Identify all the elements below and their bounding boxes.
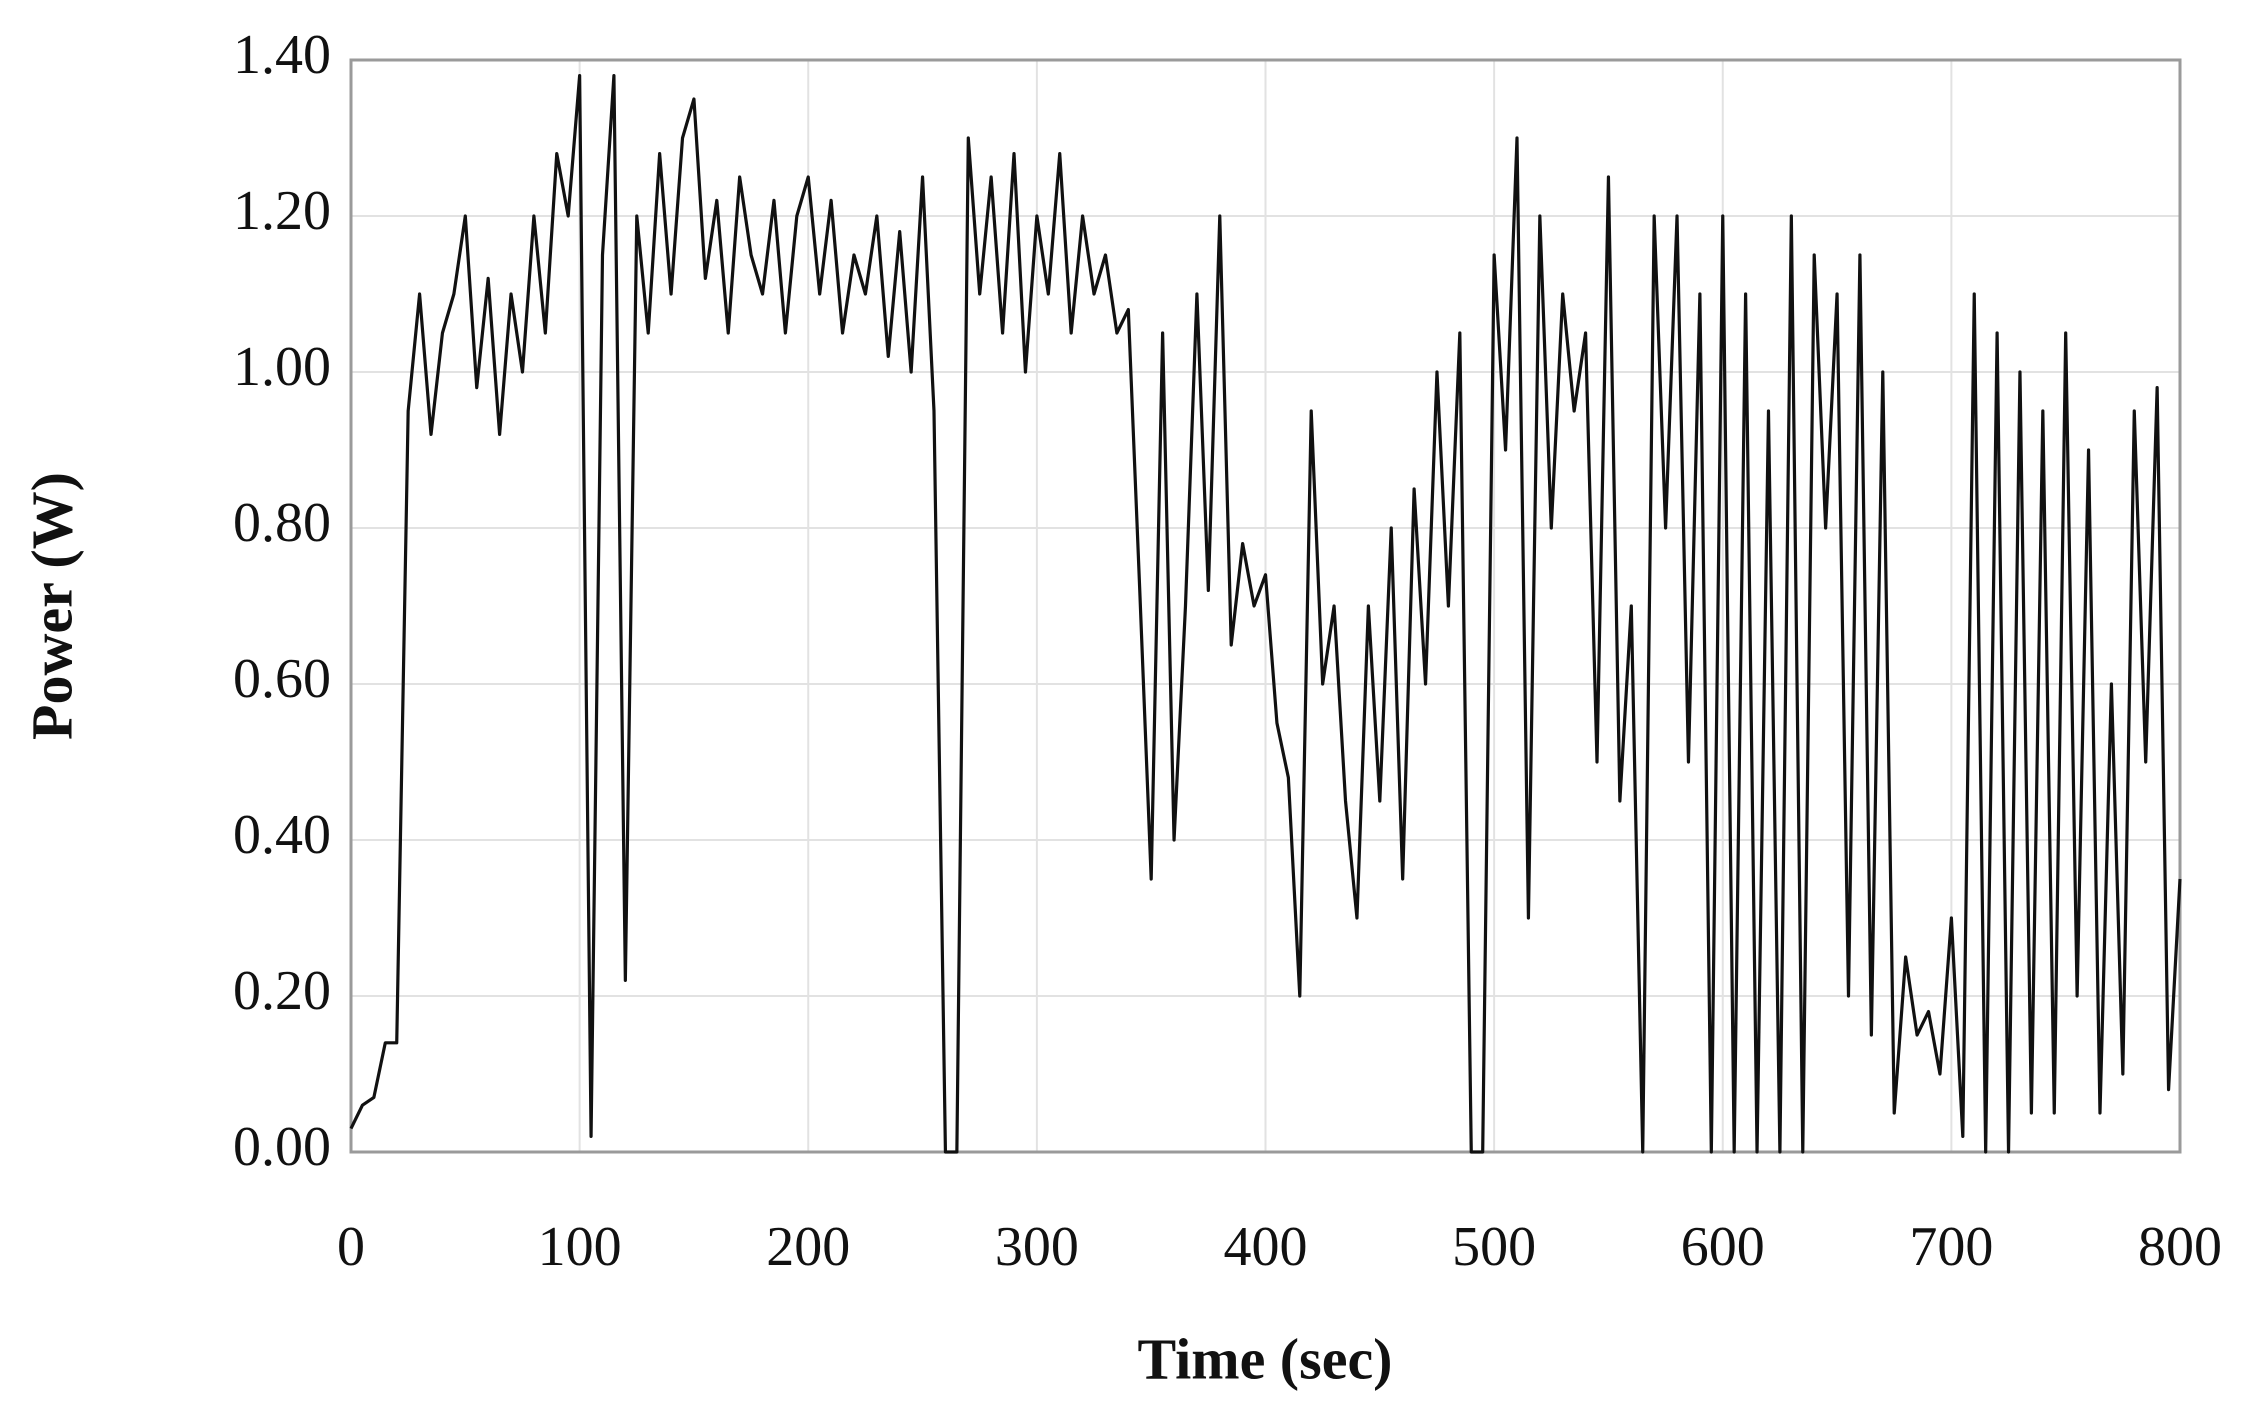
y-tick-label: 0.20	[233, 960, 331, 1022]
plot-frame	[349, 58, 2182, 1154]
x-axis-title: Time (sec)	[1138, 1326, 1393, 1391]
x-tick-label: 200	[766, 1216, 850, 1278]
x-tick-label: 100	[538, 1216, 622, 1278]
x-tick-label: 500	[1452, 1216, 1536, 1278]
x-tick-label: 300	[995, 1216, 1079, 1278]
x-tick-label: 800	[2138, 1216, 2222, 1278]
x-tick-label: 700	[1909, 1216, 1993, 1278]
y-tick-label: 0.40	[233, 804, 331, 866]
y-axis-title: Power (W)	[19, 472, 84, 740]
x-tick-label: 0	[337, 1216, 365, 1278]
x-tick-label: 600	[1681, 1216, 1765, 1278]
y-tick-label: 0.60	[233, 648, 331, 710]
x-tick-label: 400	[1224, 1216, 1308, 1278]
y-tick-label: 0.80	[233, 492, 331, 554]
y-tick-label: 0.00	[233, 1116, 331, 1178]
y-tick-label: 1.00	[233, 336, 331, 398]
y-tick-label: 1.40	[233, 24, 331, 86]
y-tick-label: 1.20	[233, 180, 331, 242]
data-line	[349, 74, 2182, 1154]
